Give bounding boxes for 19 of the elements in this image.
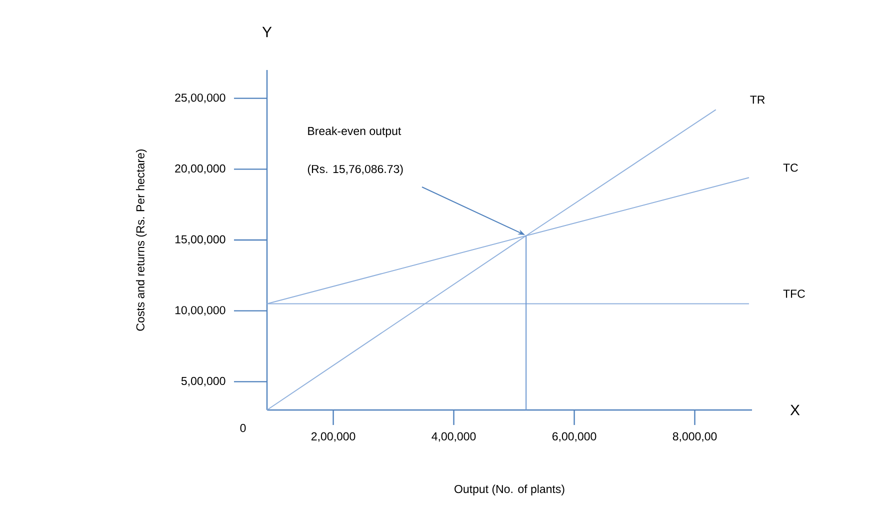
x-axis-title: Output (No. of plants) <box>454 484 564 496</box>
x-tick-label: 8,000,00 <box>672 432 717 442</box>
annotation: Break-even output <box>308 126 402 138</box>
text: X <box>790 404 800 416</box>
text: TC <box>783 164 798 172</box>
annotation: (Rs. 15,76,086.73) <box>308 164 403 176</box>
text: Y <box>262 26 272 38</box>
y-tick-label: 25,00,000 <box>175 94 226 104</box>
text: TR <box>750 96 765 104</box>
y-tick-label: 10,00,000 <box>175 306 226 316</box>
x-tick-label: 6,00,000 <box>552 432 596 442</box>
x-tick-label: 4,00,000 <box>432 432 476 442</box>
y-tick-label: 20,00,000 <box>175 164 226 174</box>
x-tick-label: 2,00,000 <box>311 432 356 442</box>
y-axis-title: Costs and returns (Rs. Per hectare) <box>136 149 147 331</box>
y-tick-label: 15,00,000 <box>175 235 226 245</box>
y-tick-label: 5,00,000 <box>181 376 226 386</box>
text: TFC <box>783 290 805 298</box>
text: 0 <box>240 424 246 432</box>
